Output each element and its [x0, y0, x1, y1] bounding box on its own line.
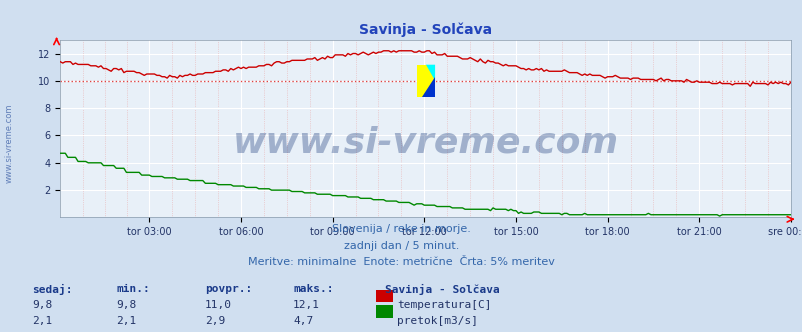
Text: Meritve: minimalne  Enote: metrične  Črta: 5% meritev: Meritve: minimalne Enote: metrične Črta:…	[248, 257, 554, 267]
Text: 2,1: 2,1	[116, 316, 136, 326]
Polygon shape	[425, 65, 435, 81]
Polygon shape	[422, 77, 435, 97]
Text: 4,7: 4,7	[293, 316, 313, 326]
Text: 9,8: 9,8	[116, 300, 136, 310]
Text: 12,1: 12,1	[293, 300, 320, 310]
Text: 2,9: 2,9	[205, 316, 225, 326]
Text: 2,1: 2,1	[32, 316, 52, 326]
Text: min.:: min.:	[116, 284, 150, 294]
Text: www.si-vreme.com: www.si-vreme.com	[233, 126, 618, 160]
Text: povpr.:: povpr.:	[205, 284, 252, 294]
Text: 9,8: 9,8	[32, 300, 52, 310]
Text: zadnji dan / 5 minut.: zadnji dan / 5 minut.	[343, 241, 459, 251]
Text: maks.:: maks.:	[293, 284, 333, 294]
Text: temperatura[C]: temperatura[C]	[397, 300, 492, 310]
Text: 11,0: 11,0	[205, 300, 232, 310]
Text: Slovenija / reke in morje.: Slovenija / reke in morje.	[332, 224, 470, 234]
Text: www.si-vreme.com: www.si-vreme.com	[5, 103, 14, 183]
Text: pretok[m3/s]: pretok[m3/s]	[397, 316, 478, 326]
Text: Savinja - Solčava: Savinja - Solčava	[385, 284, 500, 295]
FancyBboxPatch shape	[416, 65, 435, 97]
Text: sedaj:: sedaj:	[32, 284, 72, 295]
Title: Savinja - Solčava: Savinja - Solčava	[358, 23, 492, 37]
